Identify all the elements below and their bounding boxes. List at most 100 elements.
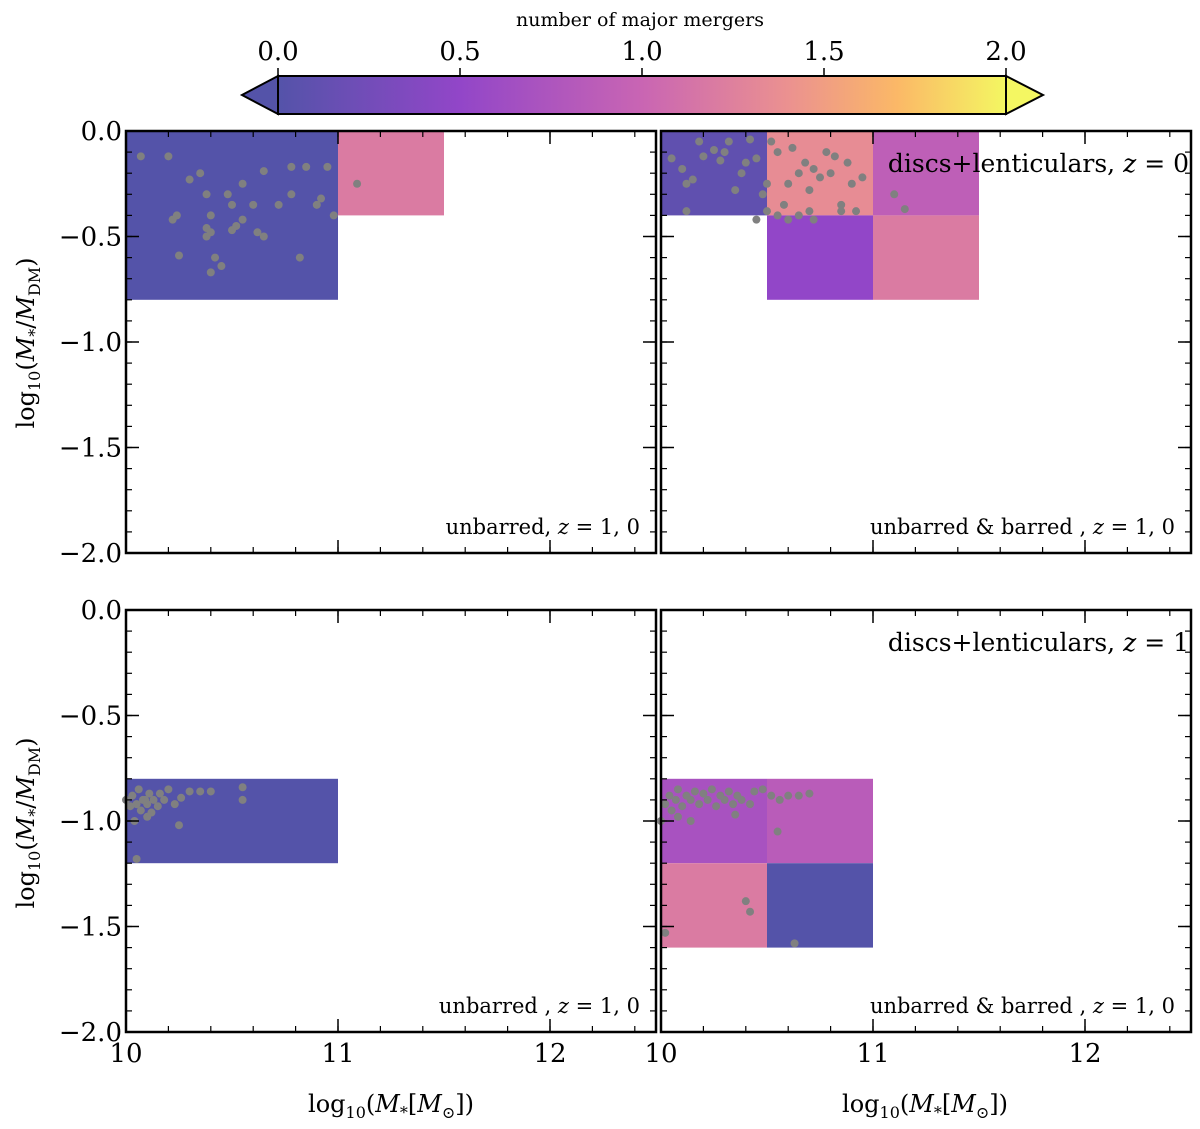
data-point <box>805 186 814 195</box>
data-point <box>688 175 697 184</box>
data-point <box>295 253 304 262</box>
data-point <box>826 169 835 178</box>
data-point <box>767 137 776 146</box>
data-point <box>816 173 824 182</box>
data-point <box>752 215 761 224</box>
panel-title-annotation: discs+lenticulars, z = 0 <box>888 149 1189 178</box>
y-axis-label-bottom: log10(M*/MDM) <box>12 737 44 908</box>
panel-title-annotation: discs+lenticulars, z = 1 <box>888 628 1189 657</box>
data-point <box>287 190 296 199</box>
y-tick-label: −1.5 <box>59 434 122 464</box>
y-tick-label: 0.0 <box>81 596 122 626</box>
data-point <box>830 152 839 161</box>
data-point <box>661 800 670 809</box>
data-point <box>724 137 733 146</box>
data-point <box>805 789 814 798</box>
data-point <box>671 795 680 804</box>
data-point <box>136 806 145 815</box>
data-point <box>175 821 183 830</box>
panel-annotation: unbarred , z = 1, 0 <box>439 994 640 1018</box>
data-point <box>794 169 803 178</box>
data-point <box>775 795 784 804</box>
data-point <box>703 795 712 804</box>
y-axis-label-top: log10(M*/MDM) <box>12 257 44 428</box>
x-tick-label: 10 <box>644 1039 677 1069</box>
colorbar-tick-label: 1.0 <box>621 37 662 67</box>
x-tick-label: 12 <box>1068 1039 1101 1069</box>
panel-annotation: unbarred, z = 1, 0 <box>446 515 640 539</box>
data-point <box>228 226 236 235</box>
data-point <box>673 785 682 794</box>
data-point <box>134 785 143 794</box>
data-point <box>317 194 326 203</box>
data-point <box>758 785 767 794</box>
x-tick-label: 10 <box>109 1039 142 1069</box>
data-point <box>128 791 137 800</box>
data-point <box>682 179 691 188</box>
data-point <box>667 806 676 815</box>
y-tick-label: −1.0 <box>59 807 122 837</box>
data-point <box>686 795 695 804</box>
data-point <box>228 200 236 209</box>
heatmap-cell <box>661 863 767 948</box>
x-tick-label: 11 <box>856 1039 889 1069</box>
data-point <box>712 802 721 811</box>
panel-bottom-left: 0.0 −0.5 −1.0 −1.5 −2.010 11 12 unbarred , z = … <box>59 596 658 1069</box>
data-point <box>847 179 856 188</box>
svg-text:log10(M*/MDM): log10(M*/MDM) <box>12 257 44 428</box>
data-point <box>302 162 311 171</box>
data-point <box>699 152 708 161</box>
data-point <box>746 135 755 144</box>
data-point <box>211 253 220 262</box>
data-point <box>143 812 152 821</box>
data-point <box>741 158 750 167</box>
data-point <box>238 179 247 188</box>
colorbar-gradient <box>277 75 1007 115</box>
data-point <box>852 207 861 216</box>
data-point <box>185 787 194 796</box>
heatmap-cell <box>873 131 979 216</box>
data-point <box>274 200 283 209</box>
data-point <box>136 152 145 161</box>
colorbar-extend-high <box>1005 74 1046 116</box>
data-point <box>196 787 205 796</box>
data-point <box>661 928 670 937</box>
data-point <box>809 215 818 224</box>
y-tick-label: −1.0 <box>59 328 122 358</box>
data-point <box>329 211 338 220</box>
data-point <box>132 854 141 863</box>
y-tick-label: −0.5 <box>59 223 122 253</box>
x-tick-label: 12 <box>533 1039 566 1069</box>
colorbar: number of major mergers 0.0 0.5 1.0 1.5 2.0 <box>239 9 1046 116</box>
panel-bottom-right: 10 11 12 unbarred & barred , z = 1, 0 discs+… <box>644 608 1193 1069</box>
data-point <box>784 791 793 800</box>
heatmap-cell <box>873 215 979 300</box>
data-point <box>837 207 846 216</box>
heatmap-cell <box>767 863 873 948</box>
data-point <box>673 812 682 821</box>
y-tick-label: −0.5 <box>59 702 122 732</box>
y-tick-label: −2.0 <box>59 1018 122 1048</box>
data-point <box>141 795 150 804</box>
colorbar-tick-label: 0.0 <box>257 37 298 67</box>
data-point <box>175 251 183 260</box>
data-point <box>763 207 771 216</box>
heatmap-cell <box>338 131 444 216</box>
data-point <box>690 787 699 796</box>
x-axis-label-left: log10(M*[M⊙]) <box>308 1090 474 1122</box>
data-point <box>752 154 761 163</box>
heatmap-cell <box>126 131 338 300</box>
data-point <box>805 207 814 216</box>
data-point <box>206 228 215 237</box>
data-point <box>779 200 788 209</box>
data-point <box>843 158 852 167</box>
data-point <box>253 228 262 237</box>
data-point <box>312 200 321 209</box>
data-point <box>177 793 186 802</box>
data-point <box>259 232 268 241</box>
x-axis-label-right: log10(M*[M⊙]) <box>842 1090 1008 1122</box>
data-point <box>794 211 803 220</box>
colorbar-tick-label: 2.0 <box>985 37 1026 67</box>
data-point <box>667 154 676 163</box>
